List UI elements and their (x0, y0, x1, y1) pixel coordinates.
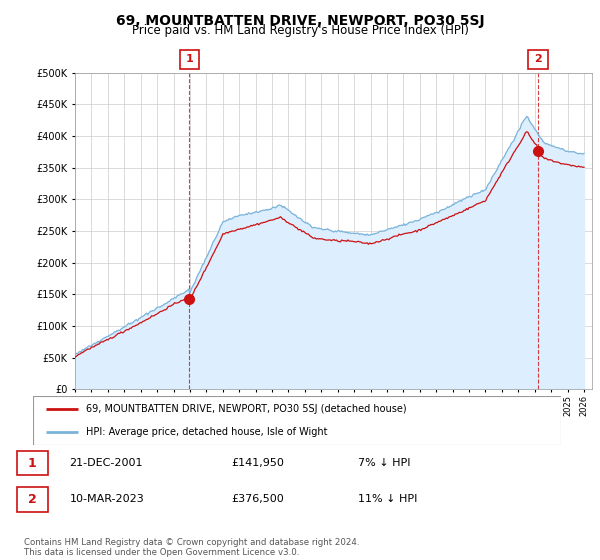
FancyBboxPatch shape (17, 451, 48, 475)
Text: Contains HM Land Registry data © Crown copyright and database right 2024.
This d: Contains HM Land Registry data © Crown c… (24, 538, 359, 557)
Text: 2: 2 (28, 493, 37, 506)
FancyBboxPatch shape (33, 396, 561, 445)
Text: 2: 2 (534, 54, 542, 64)
Text: 10-MAR-2023: 10-MAR-2023 (70, 494, 145, 505)
Text: £141,950: £141,950 (231, 458, 284, 468)
Text: Price paid vs. HM Land Registry's House Price Index (HPI): Price paid vs. HM Land Registry's House … (131, 24, 469, 37)
Text: 7% ↓ HPI: 7% ↓ HPI (358, 458, 410, 468)
Text: 69, MOUNTBATTEN DRIVE, NEWPORT, PO30 5SJ: 69, MOUNTBATTEN DRIVE, NEWPORT, PO30 5SJ (116, 14, 484, 28)
Text: 21-DEC-2001: 21-DEC-2001 (70, 458, 143, 468)
FancyBboxPatch shape (180, 50, 199, 69)
FancyBboxPatch shape (528, 50, 548, 69)
FancyBboxPatch shape (17, 487, 48, 511)
Text: HPI: Average price, detached house, Isle of Wight: HPI: Average price, detached house, Isle… (86, 427, 328, 437)
Text: 69, MOUNTBATTEN DRIVE, NEWPORT, PO30 5SJ (detached house): 69, MOUNTBATTEN DRIVE, NEWPORT, PO30 5SJ… (86, 404, 406, 414)
Text: 1: 1 (28, 456, 37, 470)
Text: 11% ↓ HPI: 11% ↓ HPI (358, 494, 417, 505)
Text: 1: 1 (185, 54, 193, 64)
Text: £376,500: £376,500 (231, 494, 284, 505)
